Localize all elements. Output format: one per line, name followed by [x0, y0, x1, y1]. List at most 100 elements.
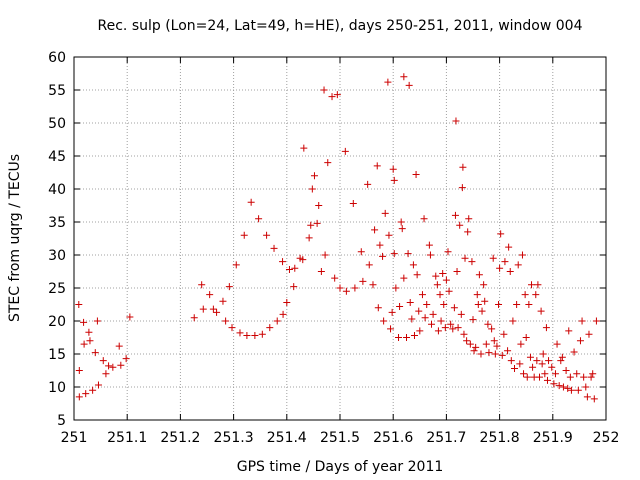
data-point: [501, 258, 509, 266]
data-point: [484, 320, 492, 328]
x-tick-label: 251.3: [214, 430, 254, 446]
data-point: [474, 301, 482, 308]
y-tick-label: 50: [48, 116, 66, 132]
data-point: [522, 334, 530, 341]
data-point: [557, 357, 565, 365]
data-point: [404, 250, 412, 258]
data-point: [75, 367, 83, 374]
data-point: [456, 221, 464, 229]
data-point: [451, 211, 459, 219]
data-point: [283, 299, 291, 307]
data-point: [305, 234, 313, 242]
data-point: [342, 287, 350, 295]
data-point: [379, 252, 387, 260]
data-point: [437, 317, 445, 325]
data-point: [468, 258, 476, 266]
y-tick-label: 35: [48, 215, 66, 231]
data-point: [439, 269, 447, 277]
data-point: [291, 264, 299, 272]
data-point: [408, 315, 416, 323]
data-point: [416, 327, 424, 335]
data-point: [565, 327, 573, 335]
data-point: [82, 390, 90, 398]
data-point: [351, 284, 359, 292]
data-point: [548, 363, 556, 371]
data-point: [395, 334, 403, 341]
data-point: [564, 384, 572, 392]
data-point: [538, 360, 546, 368]
data-points: [75, 73, 600, 403]
data-point: [532, 291, 540, 299]
data-point: [582, 383, 590, 391]
data-point: [528, 281, 536, 289]
data-point: [529, 363, 537, 371]
data-point: [308, 185, 316, 193]
data-point: [336, 284, 344, 292]
data-point: [251, 332, 259, 340]
data-point: [453, 268, 461, 275]
data-point: [452, 117, 460, 125]
data-point: [396, 302, 404, 310]
data-point: [496, 264, 504, 272]
data-point: [505, 243, 513, 251]
data-point: [562, 367, 570, 374]
data-point: [447, 320, 455, 328]
data-point: [506, 268, 514, 275]
data-point: [420, 215, 428, 223]
data-point: [459, 163, 467, 171]
data-point: [371, 226, 379, 234]
data-point: [331, 274, 339, 282]
data-point: [190, 314, 198, 322]
data-point: [398, 225, 406, 233]
data-point: [86, 337, 94, 345]
data-point: [587, 373, 595, 381]
data-point: [578, 317, 586, 325]
data-point: [405, 81, 413, 89]
x-tick-label: 252: [593, 430, 620, 446]
data-point: [364, 180, 372, 188]
data-point: [225, 283, 233, 291]
data-point: [465, 215, 473, 223]
x-tick-label: 251.1: [107, 430, 147, 446]
data-point: [498, 351, 506, 359]
data-point: [590, 395, 598, 403]
data-point: [390, 250, 398, 258]
data-point: [392, 284, 400, 292]
gridlines: [73, 56, 607, 421]
data-point: [126, 313, 134, 321]
y-tick-label: 20: [48, 314, 66, 330]
data-point: [409, 261, 417, 269]
data-point: [349, 200, 357, 208]
data-point: [198, 281, 206, 289]
data-point: [206, 291, 214, 299]
data-point: [324, 159, 332, 167]
data-point: [290, 283, 298, 291]
data-point: [520, 370, 528, 378]
data-point: [94, 381, 102, 389]
data-point: [491, 350, 499, 358]
data-point: [541, 370, 549, 378]
data-point: [428, 320, 436, 328]
data-point: [285, 266, 293, 274]
data-point: [122, 355, 130, 363]
data-point: [432, 272, 440, 280]
data-point: [385, 231, 393, 239]
data-point: [525, 301, 533, 308]
data-point: [266, 324, 274, 332]
data-point: [273, 317, 281, 325]
data-point: [518, 251, 526, 259]
data-point: [580, 373, 588, 381]
data-point: [495, 301, 503, 308]
data-point: [523, 373, 531, 381]
y-axis-title: STEC from uqrg / TECUs: [7, 154, 23, 322]
x-tick-label: 251.4: [267, 430, 307, 446]
data-point: [490, 337, 498, 345]
data-point: [440, 301, 448, 308]
data-point: [521, 291, 529, 299]
data-point: [359, 277, 367, 285]
data-point: [514, 261, 522, 269]
data-point: [403, 334, 410, 341]
data-point: [441, 324, 449, 332]
data-point: [458, 184, 466, 192]
